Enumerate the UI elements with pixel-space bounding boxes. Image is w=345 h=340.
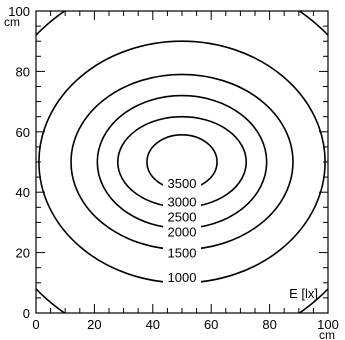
y-tick-label: 20 xyxy=(16,246,30,261)
quantity-label: E [lx] xyxy=(289,286,318,301)
x-tick-label: 40 xyxy=(146,317,160,332)
contour-label-2000: 2000 xyxy=(168,224,197,239)
y-tick-label: 80 xyxy=(16,64,30,79)
contour-label-1500: 1500 xyxy=(168,246,197,261)
x-tick-label: 20 xyxy=(87,317,101,332)
x-tick-label: 100 xyxy=(317,317,339,332)
y-tick-label: 100 xyxy=(8,4,30,19)
contour-label-bg-1000 xyxy=(163,267,201,285)
contour-label-bg-2000 xyxy=(163,222,201,240)
contour-label-bg-2500 xyxy=(163,207,201,225)
y-tick-label: 40 xyxy=(16,185,30,200)
y-axis-unit-label: cm xyxy=(4,15,20,29)
contour-label-bg-3500 xyxy=(163,174,201,192)
contour-label-bg-1500 xyxy=(163,243,201,261)
contour-label-3000: 3000 xyxy=(168,194,197,209)
x-tick-label: 60 xyxy=(204,317,218,332)
x-tick-label: 0 xyxy=(32,317,39,332)
contour-label-1000: 1000 xyxy=(168,270,197,285)
axis-ticks xyxy=(35,10,329,314)
y-tick-label: 60 xyxy=(16,125,30,140)
y-tick-label: 0 xyxy=(23,306,30,321)
x-tick-label: 80 xyxy=(262,317,276,332)
x-axis-unit-label: cm xyxy=(319,328,335,340)
plot-frame xyxy=(35,10,329,314)
contour-label-3500: 3500 xyxy=(168,176,197,191)
contour-label-2500: 2500 xyxy=(168,209,197,224)
contour-label-bg-3000 xyxy=(163,192,201,210)
